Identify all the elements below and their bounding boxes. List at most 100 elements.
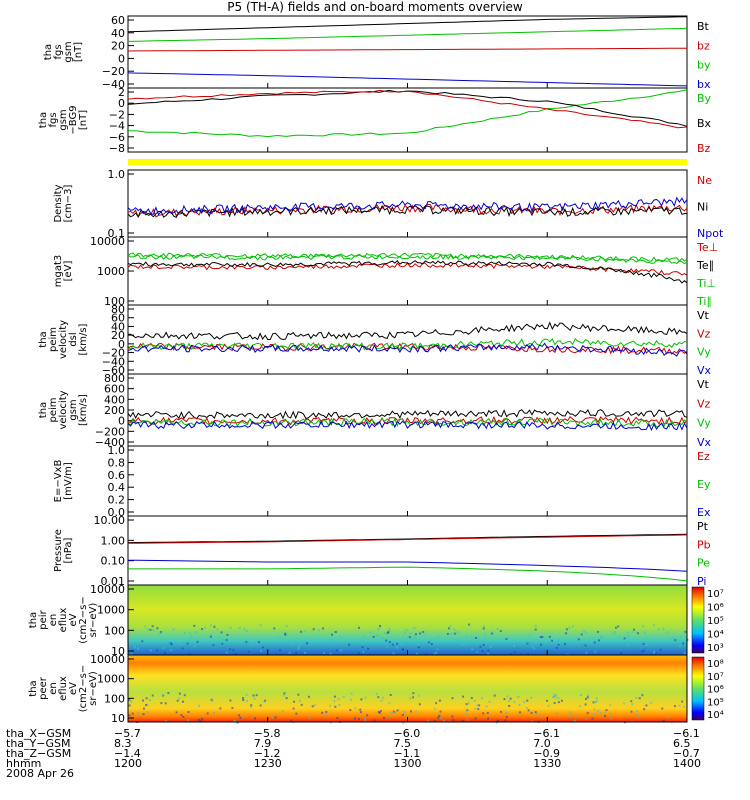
spectrogram-speckle	[540, 716, 543, 719]
spectrogram-speckle	[348, 643, 351, 646]
y-tick-label: 20	[111, 40, 125, 53]
spectrogram-speckle	[635, 710, 638, 713]
spectrogram-speckle	[297, 647, 300, 650]
spectrogram-speckle	[474, 636, 477, 639]
spectrogram-speckle	[322, 627, 325, 630]
spectrogram-speckle	[238, 714, 241, 717]
spectrogram-speckle	[438, 699, 441, 702]
y-label-line: gsm	[63, 41, 74, 62]
y-tick-label: 100	[104, 692, 125, 705]
spectrogram-speckle	[146, 711, 149, 714]
legend-Vy: Vy	[697, 417, 711, 430]
spectrogram-speckle	[359, 711, 362, 714]
y-axis-label: tha peir en eflux eV (cm2−s− sr−eV)	[28, 596, 99, 643]
spectrogram-speckle	[350, 692, 353, 695]
spectrogram-speckle	[539, 636, 542, 639]
spectrogram-speckle	[262, 646, 265, 649]
spectrogram-speckle	[364, 696, 367, 699]
spectrogram-speckle	[641, 694, 644, 697]
spectrogram-speckle	[594, 701, 597, 704]
spectrogram-speckle	[594, 650, 597, 653]
spectrogram-speckle	[613, 631, 616, 634]
spectrogram-speckle	[662, 628, 665, 631]
spectrogram-speckle	[414, 633, 417, 636]
spectrogram-speckle	[410, 710, 413, 713]
legend-Ti∥: Ti∥	[696, 295, 712, 308]
y-tick-label: 2	[118, 86, 125, 99]
spectrogram-speckle	[388, 640, 391, 643]
orbit-value: −6.1	[533, 727, 560, 740]
spectrogram-speckle	[372, 635, 375, 638]
spectrogram-speckle	[378, 626, 381, 629]
spectrogram-speckle	[530, 711, 533, 714]
legend-Pi: Pi	[697, 575, 706, 588]
spectrogram-speckle	[245, 630, 248, 633]
spectrogram-speckle	[389, 693, 392, 696]
orbit-value: −5.8	[253, 727, 281, 740]
spectrogram-speckle	[349, 698, 352, 701]
spectrogram-speckle	[307, 695, 310, 698]
legend-Pb: Pb	[697, 538, 711, 551]
spectrogram-speckle	[221, 642, 224, 645]
orbit-value: −0.9	[533, 747, 560, 760]
spectrogram-speckle	[203, 626, 206, 629]
spectrogram-speckle	[238, 627, 241, 630]
spectrogram-speckle	[263, 700, 266, 703]
spectrogram-speckle	[285, 697, 288, 700]
spectrogram-speckle	[499, 629, 502, 632]
spectrogram-speckle	[373, 719, 376, 722]
panel-8: 10.00 1.00 0.10 0.01 Pressure [nPa] Pt Pb Pe Pi	[53, 514, 711, 588]
spectrogram-speckle	[449, 632, 452, 635]
spectrogram-speckle	[362, 650, 365, 653]
series-Vx	[127, 342, 688, 357]
y-label-line: eV	[68, 682, 79, 695]
panel-frame	[127, 445, 688, 517]
spectrogram-speckle	[246, 700, 249, 703]
spectrogram-speckle	[641, 650, 644, 653]
spectrogram-speckle	[181, 700, 184, 703]
y-tick-label: 10.00	[94, 514, 126, 527]
spectrogram-speckle	[609, 704, 612, 707]
colorbar-tick: 10⁵	[707, 697, 724, 708]
spectrogram-speckle	[527, 709, 530, 712]
y-label-line: fgs	[53, 44, 64, 59]
y-tick-label: 0.2	[108, 494, 126, 507]
spectrogram-speckle	[151, 625, 154, 628]
spectrogram-speckle	[253, 697, 256, 700]
spectrogram-speckle	[329, 639, 332, 642]
y-tick-label: −20	[102, 65, 125, 78]
spectrogram-speckle	[605, 709, 608, 712]
spectrogram-speckle	[194, 631, 197, 634]
spectrogram-speckle	[199, 719, 202, 722]
spectrogram-speckle	[382, 696, 385, 699]
spectrogram-speckle	[577, 638, 580, 641]
y-tick-label: 0.4	[108, 481, 126, 494]
spectrogram-speckle	[327, 641, 330, 644]
legend-Vz: Vz	[697, 327, 711, 340]
spectrogram-speckle	[674, 639, 677, 642]
spectrogram-speckle	[415, 652, 418, 655]
panel-9: 10⁷ 10⁶ 10⁵ 10⁴ 10³ 10000 1000 100 10 tha peir en ef…	[28, 583, 724, 658]
y-label-line: mgat3	[53, 255, 64, 288]
series-Ne	[127, 203, 688, 219]
spectrogram-speckle	[630, 700, 633, 703]
spectrogram-speckle	[183, 632, 186, 635]
y-tick-label: 40	[111, 320, 125, 333]
spectrogram-speckle	[369, 631, 372, 634]
spectrogram-speckle	[587, 694, 590, 697]
spectrogram-speckle	[167, 692, 170, 695]
spectrogram-speckle	[529, 633, 532, 636]
spectrogram-speckle	[255, 643, 258, 646]
spectrogram-speckle	[375, 692, 378, 695]
spectrogram-speckle	[211, 699, 214, 702]
spectrogram-speckle	[436, 648, 439, 651]
spectrogram-speckle	[476, 704, 479, 707]
spectrogram-speckle	[643, 631, 646, 634]
spectrogram-speckle	[251, 643, 254, 646]
spectrogram-speckle	[685, 636, 688, 639]
spectrogram-speckle	[323, 651, 326, 654]
spectrogram-speckle	[292, 707, 295, 710]
spectrogram-speckle	[335, 649, 338, 652]
spectrogram-speckle	[242, 697, 245, 700]
